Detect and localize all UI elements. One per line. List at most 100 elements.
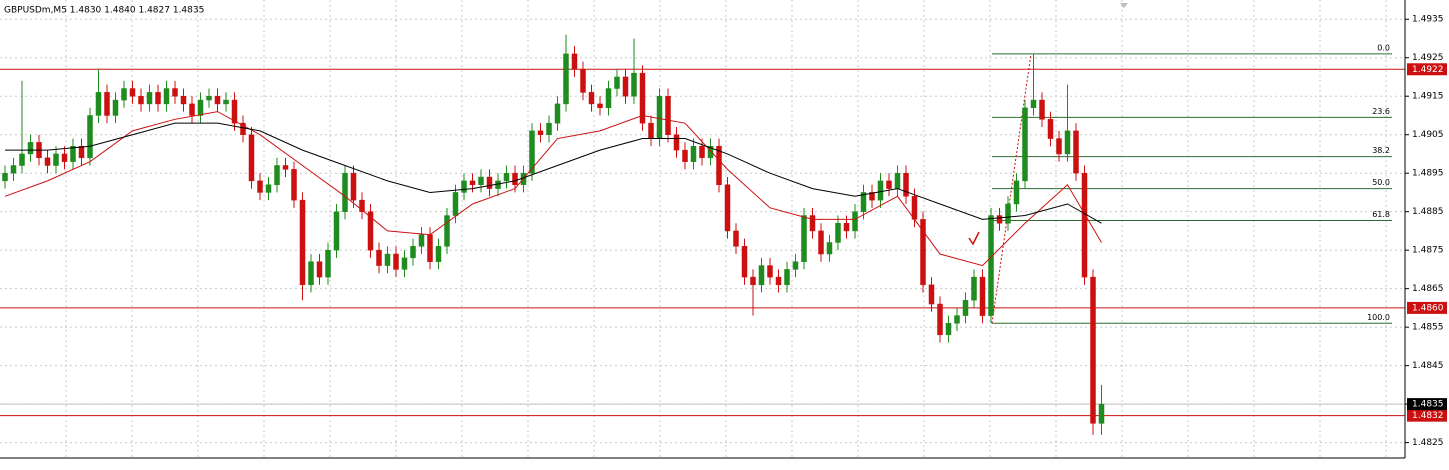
fib-label: 100.0 bbox=[1367, 313, 1390, 322]
candle-body bbox=[690, 146, 697, 162]
candle-body bbox=[316, 261, 323, 278]
moving-average bbox=[5, 122, 1102, 224]
candle-body bbox=[469, 180, 476, 185]
candle-body bbox=[163, 88, 170, 105]
candle-body bbox=[954, 315, 960, 324]
candle-body bbox=[197, 99, 204, 116]
shift-marker bbox=[1120, 3, 1128, 8]
level-badge bbox=[1407, 63, 1447, 76]
candle-body bbox=[486, 176, 493, 189]
candle-body bbox=[342, 172, 348, 212]
price-label: 1.4835 bbox=[1412, 400, 1444, 410]
candle-body bbox=[605, 88, 612, 109]
candle-body bbox=[393, 253, 399, 270]
candle-body bbox=[231, 99, 238, 124]
candle-body bbox=[10, 165, 17, 174]
candle-body bbox=[784, 269, 790, 286]
candle-body bbox=[665, 95, 671, 135]
candle-body bbox=[180, 95, 187, 105]
candle-body bbox=[282, 165, 289, 170]
candle-body bbox=[818, 230, 824, 255]
candle-body bbox=[461, 180, 467, 193]
candle-body bbox=[1005, 203, 1011, 224]
candle-body bbox=[597, 103, 603, 109]
fib-label: 50.0 bbox=[1372, 178, 1390, 187]
candle-body bbox=[852, 211, 858, 232]
candle-body bbox=[376, 249, 382, 266]
candle-body bbox=[70, 146, 76, 162]
candle-body bbox=[299, 199, 306, 286]
candle-body bbox=[614, 76, 620, 89]
candle-body bbox=[401, 257, 408, 270]
candle-body bbox=[860, 192, 867, 212]
candle-body bbox=[716, 146, 722, 185]
candle-body bbox=[580, 69, 586, 93]
candle-body bbox=[138, 95, 144, 105]
candle-body bbox=[350, 172, 357, 201]
candle-body bbox=[639, 72, 646, 124]
moving-average bbox=[4, 111, 1102, 267]
candle-body bbox=[367, 211, 374, 251]
candle-body bbox=[223, 99, 229, 105]
candle-body bbox=[996, 215, 1003, 224]
candle-body bbox=[2, 172, 8, 182]
fib-label: 0.0 bbox=[1377, 43, 1390, 52]
candle-body bbox=[903, 172, 909, 197]
level-label: 1.4832 bbox=[1412, 411, 1444, 421]
candle-body bbox=[104, 92, 110, 116]
candle-body bbox=[699, 146, 705, 159]
y-tick-label: 1.4865 bbox=[1412, 284, 1444, 294]
candle-body bbox=[206, 95, 212, 101]
candle-body bbox=[1056, 138, 1062, 155]
candle-body bbox=[945, 323, 952, 336]
y-tick-label: 1.4855 bbox=[1412, 323, 1444, 333]
candle-body bbox=[53, 153, 59, 166]
candle-body bbox=[333, 211, 340, 251]
candle-body bbox=[189, 103, 195, 116]
candle-body bbox=[257, 180, 263, 193]
check-arrow bbox=[968, 231, 980, 246]
candle-body bbox=[214, 95, 221, 105]
y-tick-label: 1.4935 bbox=[1412, 15, 1444, 25]
candle-body bbox=[886, 180, 892, 189]
candle-body bbox=[673, 134, 680, 151]
y-tick-label: 1.4915 bbox=[1412, 92, 1444, 102]
candle-body bbox=[843, 222, 850, 232]
candle-body bbox=[911, 196, 918, 220]
candle-body bbox=[622, 76, 629, 97]
candle-body bbox=[1030, 99, 1037, 109]
fib-label: 23.6 bbox=[1372, 107, 1390, 116]
candle-body bbox=[452, 192, 459, 216]
y-tick-label: 1.4825 bbox=[1412, 438, 1444, 448]
fib-label: 38.2 bbox=[1372, 146, 1390, 155]
level-label: 1.4860 bbox=[1412, 303, 1444, 313]
candle-body bbox=[809, 215, 816, 232]
candle-body bbox=[240, 122, 246, 135]
candle-body bbox=[129, 88, 136, 97]
candle-body bbox=[733, 230, 739, 247]
candle-body bbox=[61, 153, 68, 162]
y-tick-label: 1.4895 bbox=[1412, 169, 1444, 179]
candle-body bbox=[1039, 99, 1045, 120]
candle-body bbox=[571, 53, 578, 70]
candle-body bbox=[1047, 119, 1054, 139]
candle-body bbox=[588, 92, 595, 105]
candle-body bbox=[1073, 130, 1079, 174]
candle-body bbox=[1090, 276, 1096, 424]
candle-body bbox=[648, 122, 654, 139]
candle-body bbox=[741, 246, 748, 278]
candle-body bbox=[792, 261, 799, 270]
candle-body bbox=[265, 184, 272, 193]
candle-body bbox=[920, 219, 926, 286]
y-tick-label: 1.4925 bbox=[1412, 53, 1444, 63]
candle-body bbox=[801, 215, 807, 262]
candle-body bbox=[27, 142, 34, 155]
candle-body bbox=[121, 88, 127, 101]
fib-label: 61.8 bbox=[1372, 210, 1390, 219]
candle-body bbox=[427, 234, 433, 262]
candle-body bbox=[554, 103, 561, 124]
candle-body bbox=[78, 146, 85, 159]
candle-body bbox=[291, 169, 297, 201]
candle-body bbox=[274, 165, 280, 185]
